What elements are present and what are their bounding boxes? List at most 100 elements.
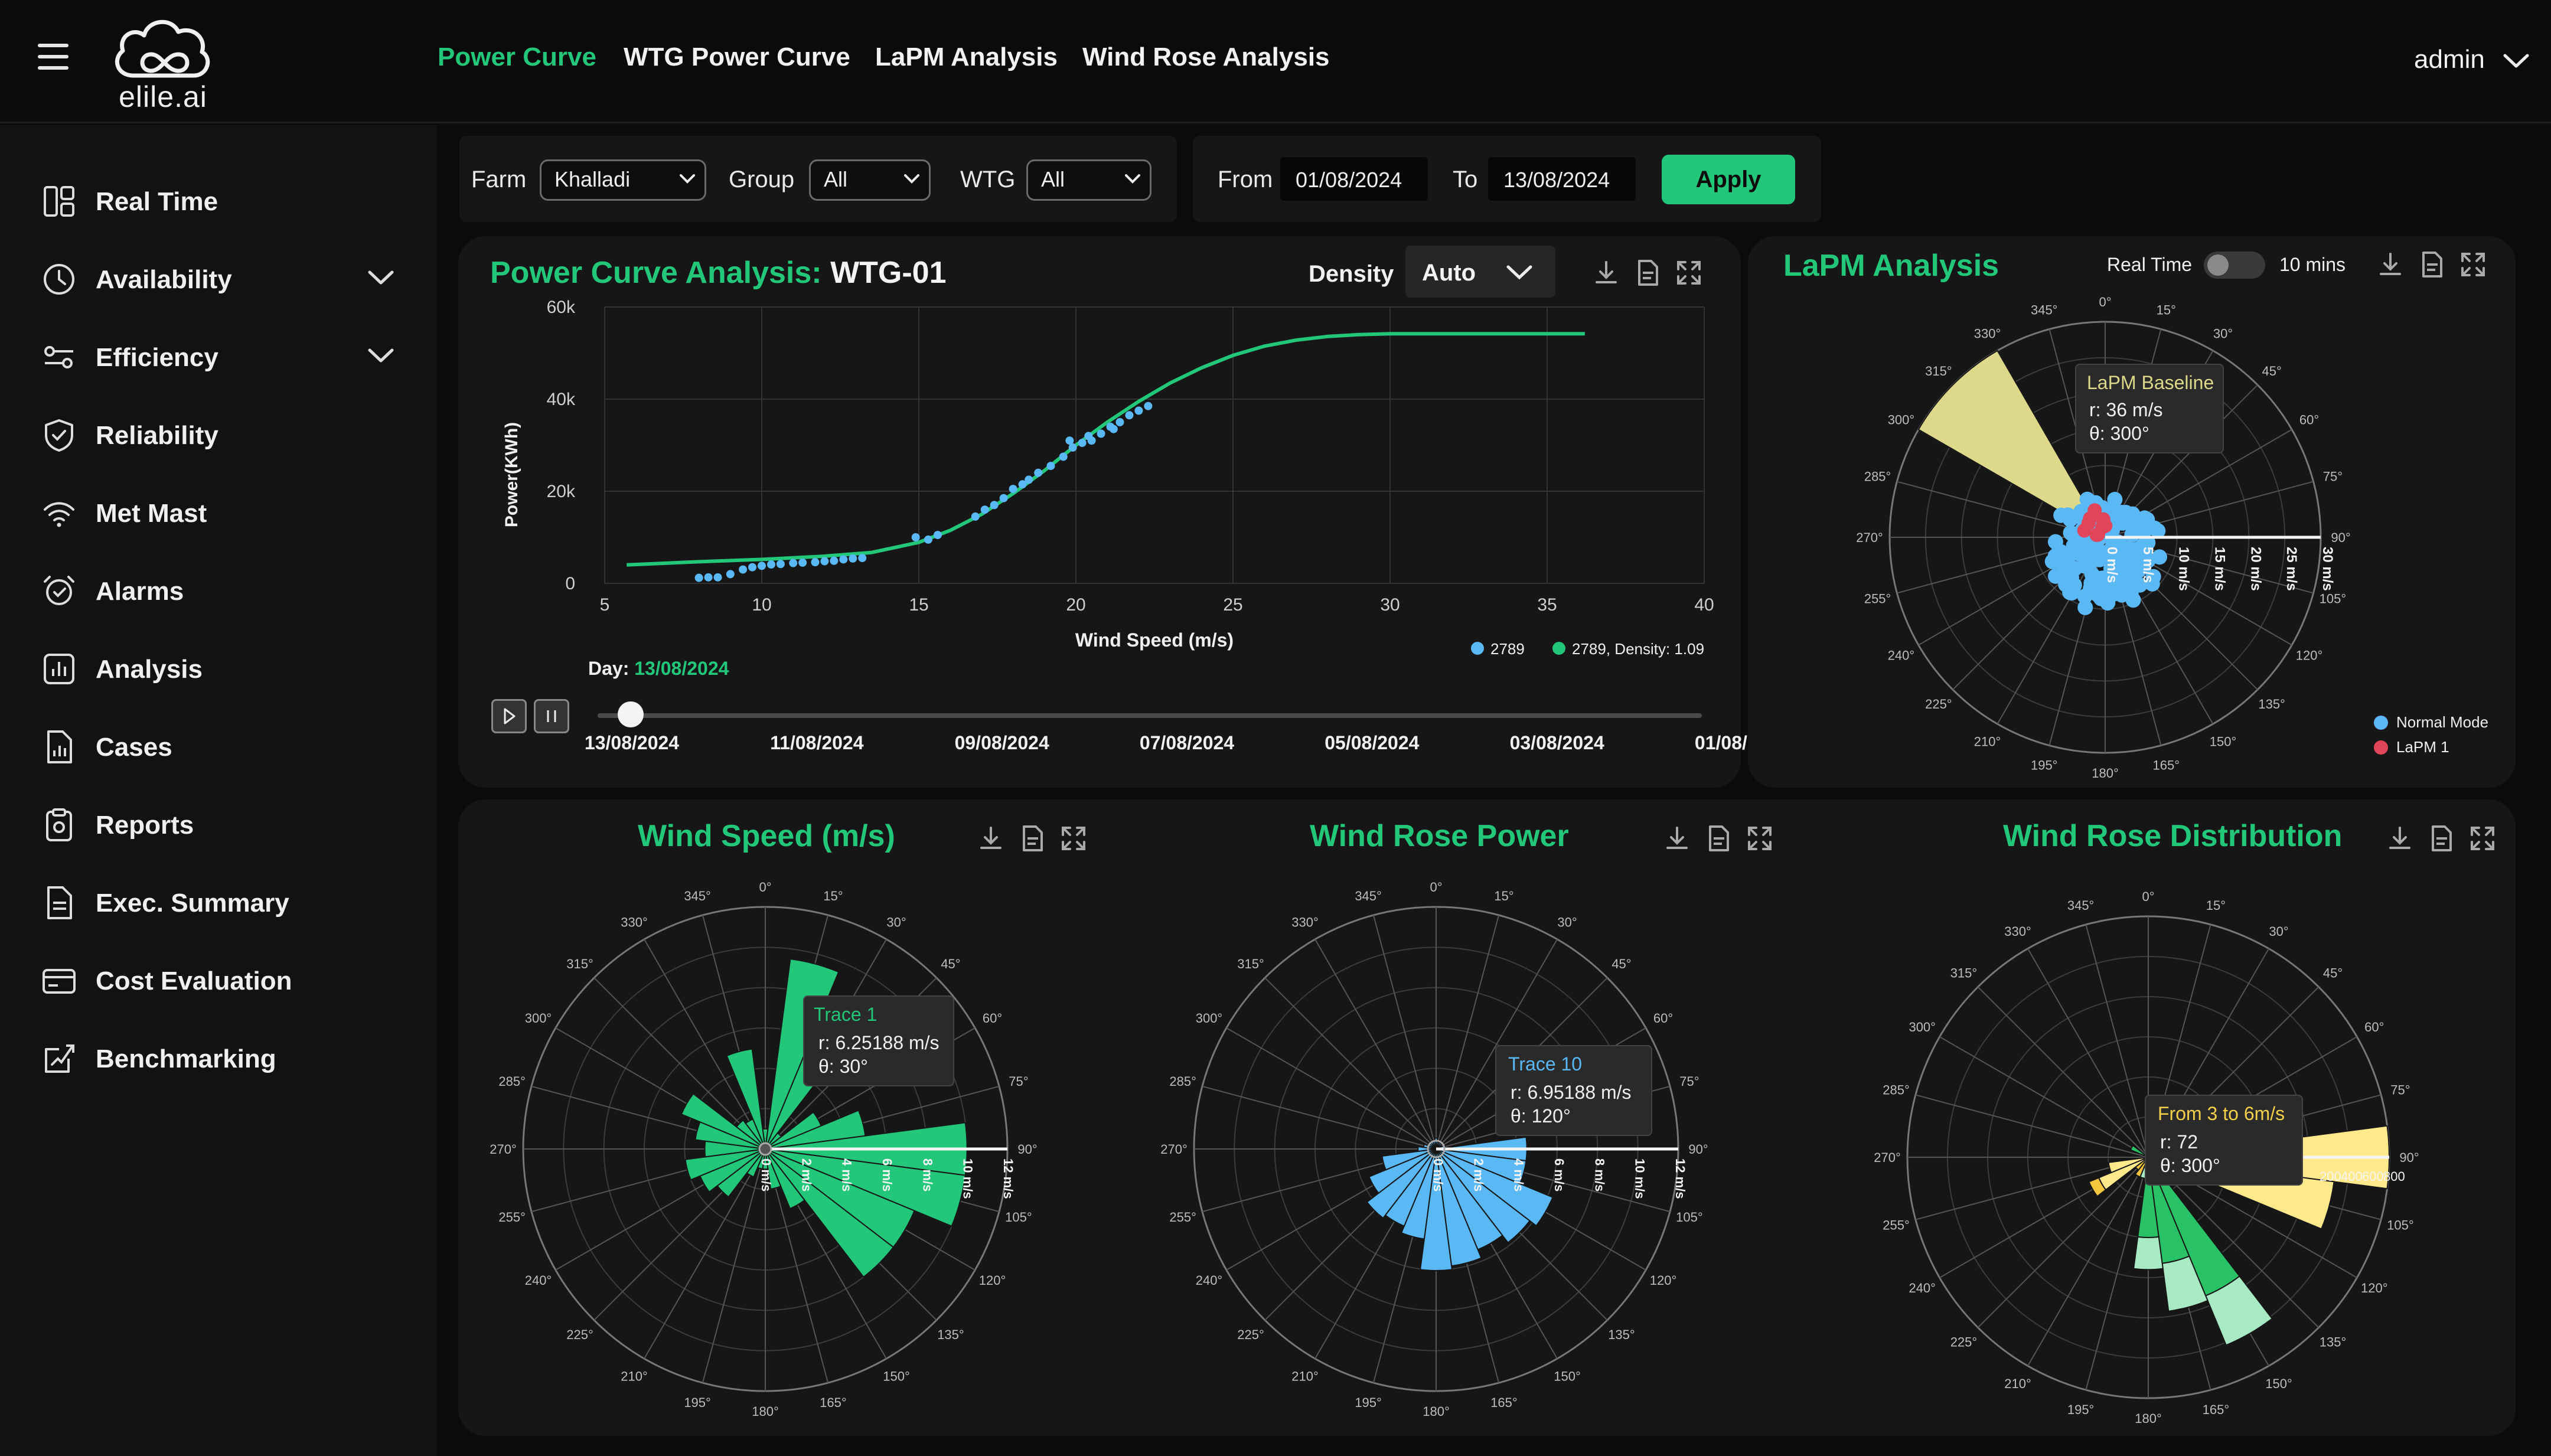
- expand-icon[interactable]: [1675, 259, 1703, 287]
- sidebar-item-label: Cases: [96, 733, 172, 762]
- sidebar-item-efficiency[interactable]: Efficiency: [41, 332, 407, 380]
- expand-icon[interactable]: [1059, 824, 1088, 853]
- polar-spoke: [1264, 977, 1437, 1150]
- export-document-icon[interactable]: [1018, 824, 1046, 853]
- polar-spoke: [1372, 915, 1437, 1150]
- legend-dot: [2374, 715, 2388, 730]
- realtime-toggle[interactable]: [2204, 252, 2265, 279]
- density-select[interactable]: Auto: [1405, 246, 1555, 298]
- download-icon[interactable]: [2376, 250, 2405, 279]
- user-menu[interactable]: admin: [2414, 45, 2530, 74]
- x-axis-label: Wind Speed (m/s): [1075, 629, 1234, 651]
- tab-power-curve[interactable]: Power Curve: [438, 43, 596, 71]
- legend-label: Normal Mode: [2396, 713, 2489, 731]
- angular-tick-label: 105°: [2387, 1217, 2414, 1232]
- scatter-point: [704, 573, 713, 582]
- radial-tick-label: 8 m/s: [920, 1158, 935, 1191]
- export-document-icon[interactable]: [1704, 824, 1733, 853]
- angular-tick-label: 0°: [2099, 295, 2111, 309]
- sidebar-item-label: Met Mast: [96, 499, 207, 528]
- polar-bar: [735, 1119, 766, 1150]
- polar-spoke: [2085, 924, 2149, 1158]
- sidebar-item-cases[interactable]: Cases: [41, 722, 407, 769]
- baseline-sector: [1917, 350, 2107, 539]
- sidebar-item-alarms[interactable]: Alarms: [41, 566, 407, 613]
- download-icon[interactable]: [977, 824, 1005, 853]
- polar-spoke: [2085, 1157, 2149, 1390]
- apply-button[interactable]: Apply: [1662, 155, 1795, 204]
- sidebar-item-exec-summary[interactable]: Exec. Summary: [41, 878, 407, 925]
- download-icon[interactable]: [2386, 824, 2414, 853]
- download-icon[interactable]: [1592, 259, 1620, 287]
- sliders-icon: [44, 346, 73, 368]
- polar-bar: [1381, 1148, 1437, 1171]
- legend-item[interactable]: Normal Mode: [2374, 713, 2488, 738]
- chevron-down-icon: [904, 174, 919, 184]
- sidebar-item-real-time[interactable]: Real Time: [41, 177, 407, 224]
- sidebar-item-reliability[interactable]: Reliability: [41, 410, 407, 458]
- angular-tick-label: 345°: [1355, 889, 1382, 903]
- expand-icon[interactable]: [2468, 824, 2497, 853]
- play-button[interactable]: [491, 699, 527, 733]
- angular-tick-label: 150°: [883, 1369, 910, 1384]
- farm-select[interactable]: Khalladi: [540, 159, 706, 201]
- angular-tick-label: 285°: [1883, 1083, 1910, 1098]
- download-icon[interactable]: [1663, 824, 1691, 853]
- pause-button[interactable]: [534, 699, 569, 733]
- sidebar-item-cost-evaluation[interactable]: Cost Evaluation: [41, 956, 407, 1003]
- polar-bar: [765, 1148, 805, 1210]
- chevron-down-icon: [2503, 54, 2529, 68]
- expand-icon[interactable]: [1746, 824, 1774, 853]
- legend-item[interactable]: LaPM 1: [2374, 738, 2488, 763]
- sidebar-item-analysis[interactable]: Analysis: [41, 644, 407, 691]
- export-document-icon[interactable]: [2427, 824, 2455, 853]
- tab-wind-rose-analysis[interactable]: Wind Rose Analysis: [1082, 43, 1330, 71]
- scatter-point: [2144, 576, 2160, 592]
- chevron-down-icon[interactable]: [366, 265, 396, 289]
- sidebar-item-availability[interactable]: Availability: [41, 254, 407, 302]
- filter-bar: Farm Khalladi Group All WTG All: [459, 136, 1177, 222]
- chevron-down-icon[interactable]: [366, 343, 396, 367]
- day-readout: Day: 13/08/2024: [588, 658, 729, 680]
- sidebar-item-label: Analysis: [96, 655, 203, 684]
- tooltip-name: LaPM Baseline: [2087, 372, 2214, 393]
- wind-rose-power-title: Wind Rose Power: [1310, 819, 1569, 853]
- tab-wtg-power-curve[interactable]: WTG Power Curve: [624, 43, 850, 71]
- from-date-input[interactable]: 01/08/2024: [1280, 157, 1428, 201]
- sidebar-item-reports[interactable]: Reports: [41, 800, 407, 847]
- expand-icon[interactable]: [2459, 250, 2487, 279]
- sidebar-item-benchmarking[interactable]: Benchmarking: [41, 1034, 407, 1081]
- hamburger-menu-icon[interactable]: [38, 44, 68, 70]
- scatter-point: [839, 555, 848, 564]
- radial-tick-label: 30 m/s: [2320, 547, 2335, 591]
- angular-tick-label: 345°: [2067, 898, 2095, 913]
- tab-lapm-analysis[interactable]: LaPM Analysis: [875, 43, 1058, 71]
- export-document-icon[interactable]: [1633, 259, 1662, 287]
- day-slider-track[interactable]: [598, 713, 1702, 718]
- interval-label: 10 mins: [2279, 254, 2346, 275]
- angular-tick-label: 165°: [820, 1395, 847, 1410]
- top-bar: elile.ai Power Curve WTG Power Curve LaP…: [0, 0, 2551, 123]
- density-label: Density: [1309, 261, 1394, 287]
- scatter-point: [2147, 520, 2162, 536]
- wind-rose-distribution-title: Wind Rose Distribution: [2003, 819, 2343, 853]
- angular-tick-label: 285°: [498, 1074, 526, 1089]
- scatter-point: [990, 501, 999, 510]
- polar-bar: [765, 1148, 782, 1190]
- scatter-point: [980, 505, 989, 514]
- day-slider-thumb[interactable]: [618, 701, 644, 727]
- sidebar-item-met-mast[interactable]: Met Mast: [41, 488, 407, 536]
- x-tick-label: 5: [600, 595, 610, 615]
- slider-date-label: 11/08/2024: [770, 732, 864, 753]
- scatter-point: [971, 512, 980, 521]
- brand-logo[interactable]: elile.ai: [110, 12, 216, 113]
- legend-dot: [1471, 642, 1484, 655]
- play-icon: [504, 708, 516, 724]
- angular-tick-label: 90°: [2331, 530, 2350, 545]
- wtg-select[interactable]: All: [1026, 159, 1151, 201]
- export-document-icon[interactable]: [2418, 250, 2446, 279]
- to-date-input[interactable]: 13/08/2024: [1488, 157, 1636, 201]
- slider-date-label: 05/08/2024: [1325, 732, 1420, 753]
- polar-spoke: [1436, 915, 1500, 1150]
- group-select[interactable]: All: [809, 159, 931, 201]
